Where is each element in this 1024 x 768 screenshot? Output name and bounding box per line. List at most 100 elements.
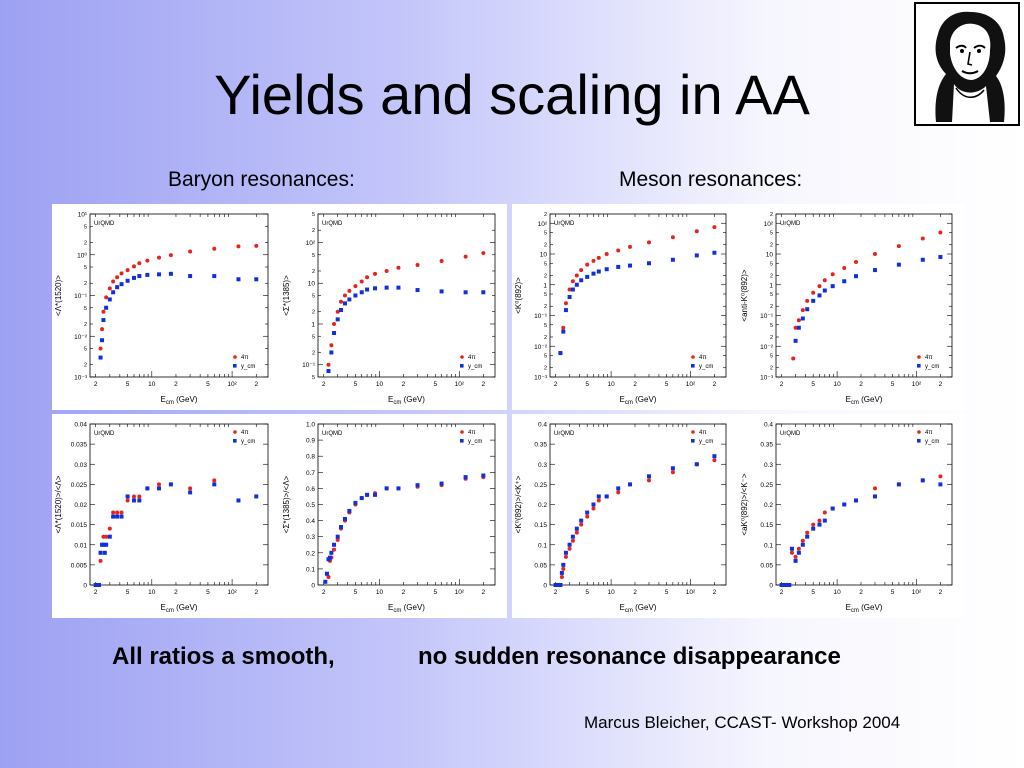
legend-label: 4π <box>925 430 932 436</box>
data-point-4pi <box>119 271 124 276</box>
data-point-ycm <box>805 307 810 312</box>
y-minor-label: 2 <box>544 243 547 249</box>
lambda1520-ratio-chart: 2 5 10 2 5 10² 200.0050.010.0150.020.0250.030.… <box>54 422 269 614</box>
data-point-ycm <box>559 570 564 575</box>
data-point-4pi <box>439 259 444 264</box>
x-tick-label: 10² <box>686 381 696 388</box>
data-point-ycm <box>359 290 364 295</box>
data-point-ycm <box>101 542 106 547</box>
legend-label: 4π <box>699 430 706 436</box>
data-point-4pi <box>125 268 130 273</box>
x-tick-label: 5 <box>665 381 669 388</box>
data-point-4pi <box>670 235 675 240</box>
data-point-4pi <box>111 510 116 515</box>
legend-label: y_cm <box>925 364 939 370</box>
data-point-4pi <box>254 243 259 248</box>
y-minor-label: 5 <box>312 253 315 259</box>
slide-title: Yields and scaling in AA <box>214 63 810 126</box>
legend-label: y_cm <box>241 439 255 445</box>
data-point-ycm <box>365 492 370 497</box>
data-point-ycm <box>561 562 566 567</box>
data-point-4pi <box>157 255 162 260</box>
data-point-ycm <box>596 494 601 499</box>
y-tick-label: 10 <box>540 252 548 259</box>
model-label: UrQMD <box>554 221 575 227</box>
data-point-4pi <box>115 510 120 515</box>
legend-marker-blue <box>460 439 464 443</box>
legend-marker-blue <box>460 364 464 368</box>
data-point-ycm <box>585 510 590 515</box>
data-point-ycm <box>817 522 822 527</box>
y-tick-label: 10² <box>306 240 316 247</box>
data-point-4pi <box>596 498 601 503</box>
y-tick-label: 10 <box>766 252 774 259</box>
legend-label: 4π <box>468 355 475 361</box>
y-tick-label: 1 <box>311 321 315 328</box>
data-point-4pi <box>938 230 943 235</box>
data-point-4pi <box>579 268 584 273</box>
data-point-ycm <box>131 498 136 503</box>
x-tick-label: 10 <box>148 381 156 388</box>
model-label: UrQMD <box>322 221 343 227</box>
data-point-ycm <box>796 325 801 330</box>
data-point-ycm <box>236 498 241 503</box>
y-tick-label: 0.9 <box>306 438 315 445</box>
y-tick-label: 0.5 <box>306 502 315 509</box>
data-point-ycm <box>111 290 116 295</box>
y-minor-label: 2 <box>544 366 547 372</box>
data-point-4pi <box>563 554 568 559</box>
data-point-ycm <box>616 486 621 491</box>
data-point-ycm <box>646 474 651 479</box>
data-point-ycm <box>793 558 798 563</box>
data-point-4pi <box>591 506 596 511</box>
x-tick-label: 2 <box>174 381 178 388</box>
data-point-4pi <box>212 478 217 483</box>
data-point-4pi <box>365 275 370 280</box>
data-point-ycm <box>694 253 699 258</box>
legend-marker-blue <box>917 364 921 368</box>
meson-subtitle: Meson resonances: <box>619 168 803 191</box>
sigma1385-yield-chart: 2 5 10 2 5 10² 2 5 2 5 2 5 2 5 2 5 10⁻¹ 1 10 10² Ecm (GeV) <Σ… <box>282 212 496 406</box>
legend-label: y_cm <box>241 364 255 370</box>
x-axis-label: Ecm (GeV) <box>620 395 657 406</box>
x-tick-label: 10 <box>607 381 615 388</box>
y-minor-label: 5 <box>312 212 315 218</box>
y-minor-label: 2 <box>770 212 773 218</box>
y-minor-label: 5 <box>312 334 315 340</box>
data-point-4pi <box>822 278 827 283</box>
y-tick-label: 10⁻³ <box>534 375 548 382</box>
y-tick-label: 0.4 <box>538 422 547 429</box>
data-point-ycm <box>96 583 101 587</box>
data-point-4pi <box>359 279 364 284</box>
data-point-ycm <box>119 282 124 287</box>
x-axis-label: Ecm (GeV) <box>620 603 657 614</box>
y-tick-label: 1.0 <box>306 422 315 429</box>
data-point-4pi <box>373 271 378 276</box>
data-point-ycm <box>157 272 162 277</box>
data-point-4pi <box>100 327 105 332</box>
k0-892-ratio-chart: 2 5 10 2 5 10² 200.050.10.150.20.250.30.350.4E… <box>514 422 727 614</box>
data-point-4pi <box>212 246 217 251</box>
data-point-4pi <box>98 558 103 563</box>
legend-label: y_cm <box>925 439 939 445</box>
x-tick-label: 5 <box>433 589 437 596</box>
data-point-4pi <box>332 321 337 326</box>
x-tick-label: 2 <box>633 589 637 596</box>
data-point-4pi <box>384 268 389 273</box>
data-point-ycm <box>563 550 568 555</box>
data-point-ycm <box>339 525 344 530</box>
data-point-ycm <box>670 257 675 262</box>
sigma1385-ratio-chart: 2 5 10 2 5 10² 200.10.20.30.40.50.60.70.80.91.… <box>282 422 496 614</box>
data-point-ycm <box>115 285 120 290</box>
y-minor-label: 2 <box>84 322 87 328</box>
data-point-ycm <box>323 579 328 584</box>
data-point-4pi <box>805 298 810 303</box>
y-tick-label: 10⁻² <box>534 344 548 351</box>
y-minor-label: 5 <box>770 354 773 360</box>
data-point-4pi <box>811 290 816 295</box>
data-point-ycm <box>896 262 901 267</box>
x-tick-label: 2 <box>174 589 178 596</box>
data-point-ycm <box>396 285 401 290</box>
data-point-4pi <box>339 299 344 304</box>
legend-label: y_cm <box>468 439 482 445</box>
